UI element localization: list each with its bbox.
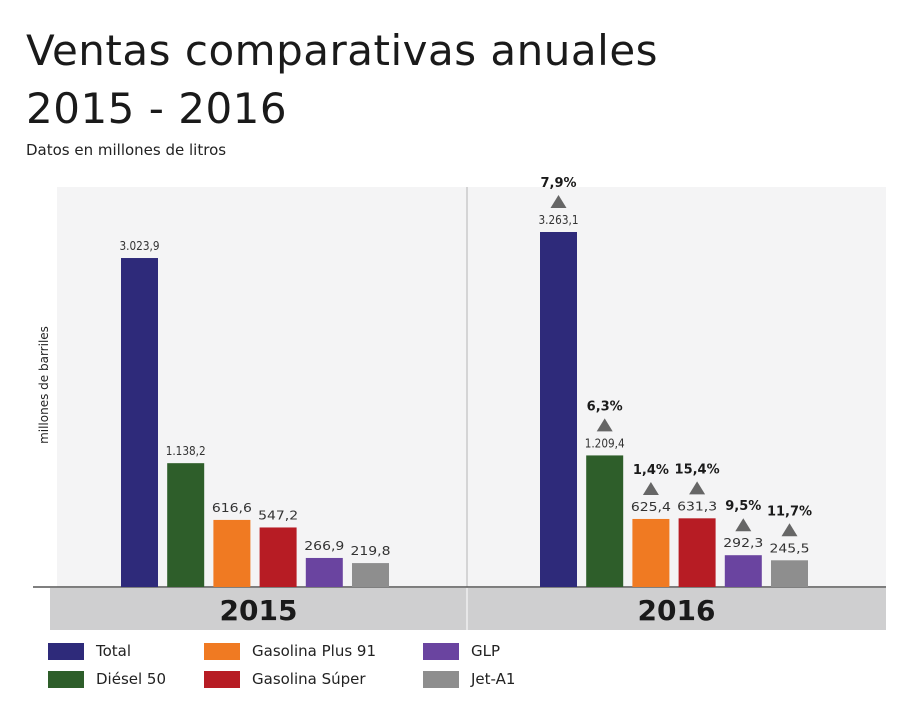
chart-legend: Total Diésel 50 Gasolina Plus 91 Gasolina S… xyxy=(48,640,608,710)
legend-swatch xyxy=(48,642,84,660)
increase-arrow-2 xyxy=(642,481,659,495)
data-label-2016-5: 245,5 xyxy=(770,541,810,555)
data-label-2015-5: 219,8 xyxy=(351,544,391,558)
increase-arrow-0 xyxy=(550,195,567,208)
legend-swatch xyxy=(204,642,240,660)
data-label-2015-3: 547,2 xyxy=(258,508,298,522)
legend-label: Diésel 50 xyxy=(96,670,167,688)
legend-label: GLP xyxy=(471,642,501,660)
legend-swatch xyxy=(423,642,459,660)
legend-item-0: Total xyxy=(48,642,131,660)
data-label-2016-3: 631,3 xyxy=(677,499,717,513)
change-label-0: 7,9% xyxy=(540,176,576,191)
change-label-4: 9,5% xyxy=(725,499,761,514)
legend-swatch xyxy=(48,670,84,688)
legend-swatch xyxy=(204,670,240,688)
data-label-2016-4: 292,3 xyxy=(723,536,763,550)
data-label-2016-1: 1.209,4 xyxy=(585,436,625,450)
legend-label: Jet-A1 xyxy=(471,670,516,688)
data-label-2015-1: 1.138,2 xyxy=(166,444,206,458)
change-label-5: 11,7% xyxy=(767,504,812,519)
change-label-2: 1,4% xyxy=(633,463,669,478)
legend-item-4: GLP xyxy=(423,642,500,660)
category-label-2015: 2015 xyxy=(220,594,298,627)
change-label-1: 6,3% xyxy=(587,399,623,414)
data-label-2015-4: 266,9 xyxy=(304,539,344,553)
chart-title: Ventas comparativas anuales 2015 - 2016 xyxy=(26,22,658,138)
change-label-3: 15,4% xyxy=(675,462,720,477)
data-label-2016-0: 3.263,1 xyxy=(539,213,579,227)
bar-2015-2 xyxy=(213,519,251,587)
increase-arrow-5 xyxy=(781,523,798,537)
y-axis-label: millones de barriles xyxy=(37,326,51,444)
data-label-2016-2: 625,4 xyxy=(631,500,671,514)
bar-2015-1 xyxy=(167,463,205,587)
bar-2016-0 xyxy=(540,232,577,587)
bar-2016-2 xyxy=(632,518,670,587)
legend-item-5: Jet-A1 xyxy=(423,670,515,688)
title-line-1: Ventas comparativas anuales xyxy=(26,26,659,75)
bar-2016-1 xyxy=(586,455,624,587)
bar-2015-5 xyxy=(352,563,389,587)
data-label-2015-0: 3.023,9 xyxy=(120,239,160,253)
bar-2016-5 xyxy=(771,560,808,587)
legend-label: Total xyxy=(96,642,132,660)
increase-arrow-4 xyxy=(735,518,752,532)
increase-arrow-1 xyxy=(596,418,613,432)
increase-arrow-3 xyxy=(689,481,706,495)
legend-item-2: Gasolina Plus 91 xyxy=(204,642,376,660)
bar-2016-4 xyxy=(724,555,762,587)
chart-subtitle: Datos en millones de litros xyxy=(26,141,227,159)
bar-2015-4 xyxy=(305,557,343,587)
bar-2016-3 xyxy=(678,518,716,587)
bar-2015-3 xyxy=(259,527,297,587)
legend-item-3: Gasolina Súper xyxy=(204,670,366,688)
title-line-2: 2015 - 2016 xyxy=(26,84,288,133)
category-label-2016: 2016 xyxy=(638,594,716,627)
category-band xyxy=(50,588,886,630)
legend-label: Gasolina Plus 91 xyxy=(252,642,376,660)
bar-2015-0 xyxy=(121,258,158,587)
legend-label: Gasolina Súper xyxy=(252,670,366,688)
data-label-2015-2: 616,6 xyxy=(212,501,252,515)
legend-item-1: Diésel 50 xyxy=(48,670,166,688)
legend-swatch xyxy=(423,670,459,688)
